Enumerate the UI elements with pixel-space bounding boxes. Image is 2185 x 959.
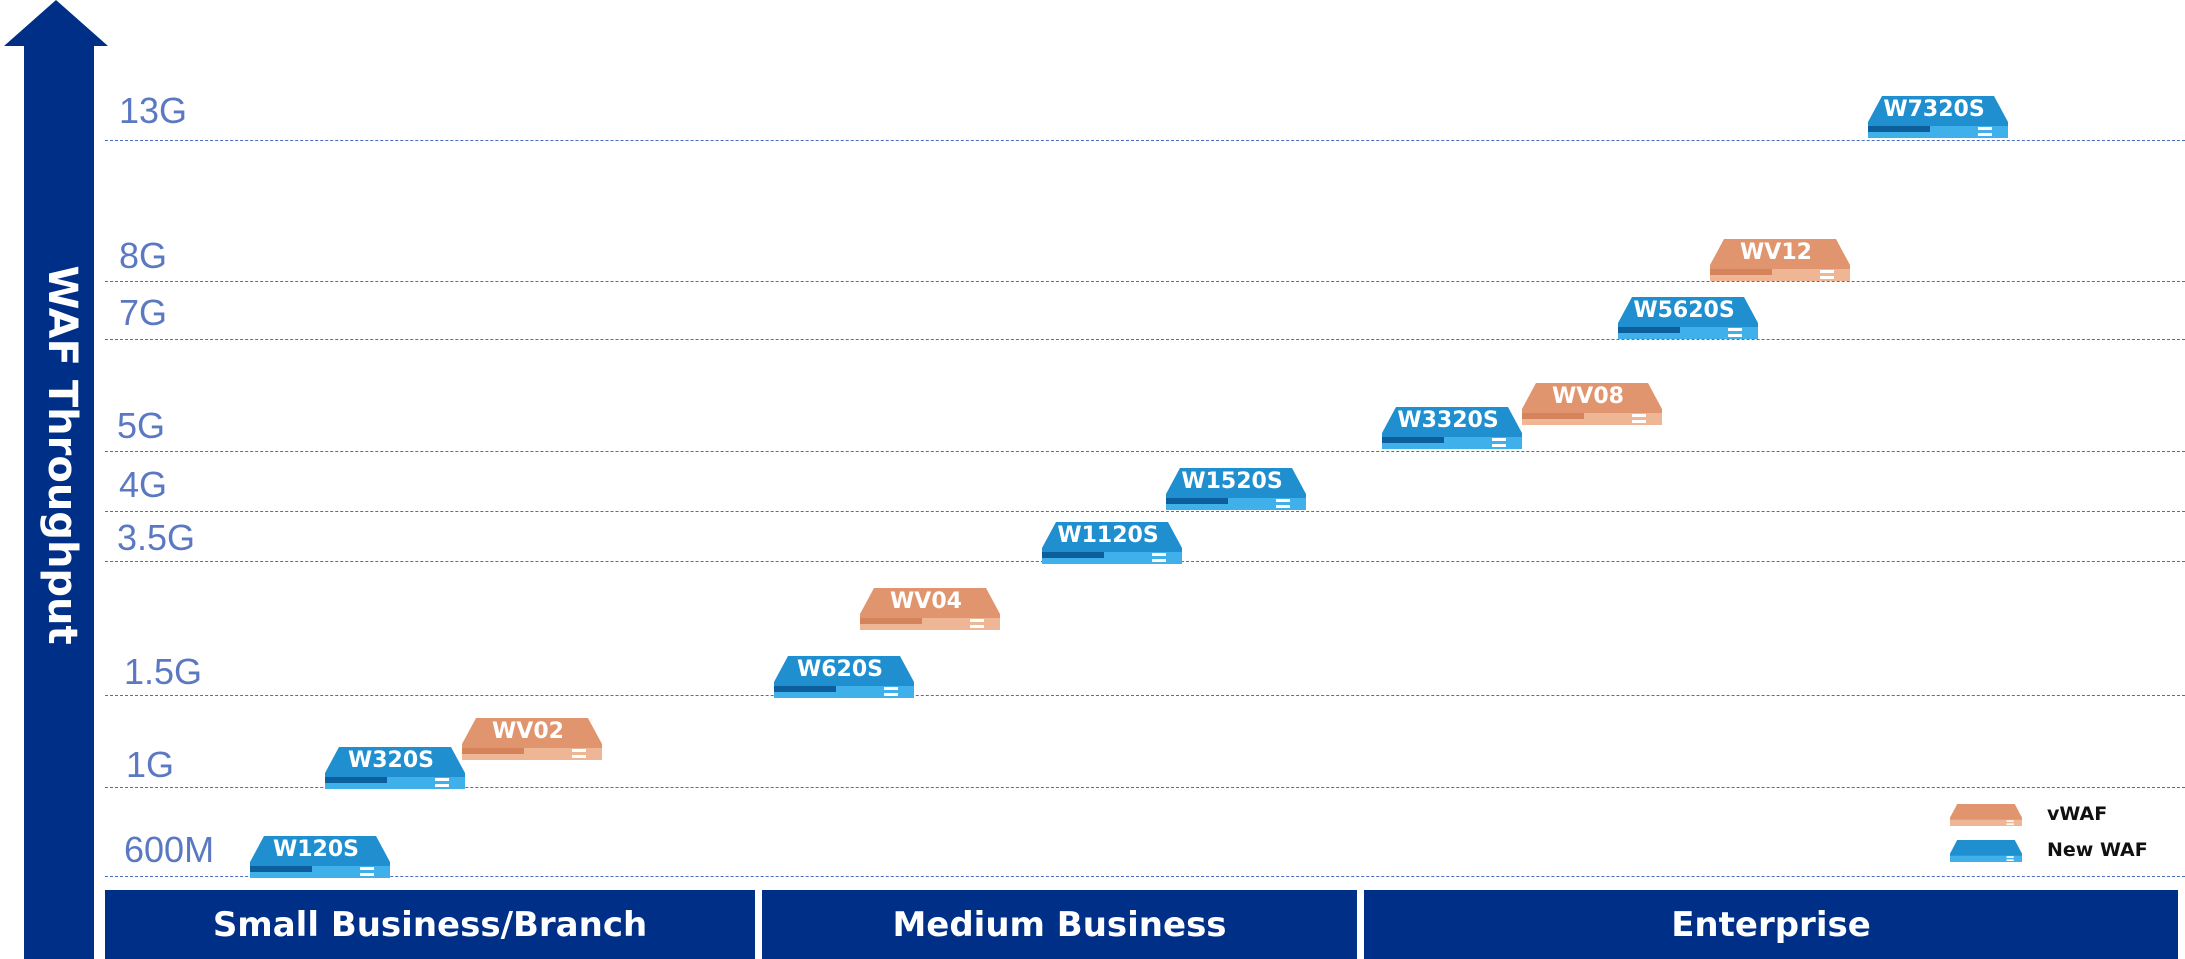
device-label: W5620S — [1633, 298, 1735, 323]
device-w5620s: W5620S — [1618, 297, 1758, 339]
device-label: WV02 — [492, 719, 564, 744]
appliance-icon — [1868, 96, 2008, 138]
appliance-icon — [1382, 407, 1522, 449]
virtual-appliance-icon — [1710, 239, 1850, 281]
segment-enterprise: Enterprise — [1364, 890, 2178, 959]
legend-vwaf-label: vWAF — [2047, 803, 2108, 825]
y-axis-label: WAF Throughput — [39, 265, 85, 645]
virtual-appliance-icon — [462, 718, 602, 760]
appliance-icon — [774, 656, 914, 698]
device-label: WV12 — [1740, 240, 1812, 265]
device-label: W7320S — [1883, 97, 1985, 122]
appliance-icon — [1166, 468, 1306, 510]
gridline-5g — [105, 451, 2185, 452]
segment-small-business: Small Business/Branch — [105, 890, 755, 959]
tick-label-5g: 5G — [117, 405, 166, 446]
device-w1120s: W1120S — [1042, 522, 1182, 564]
appliance-icon — [1042, 522, 1182, 564]
gridline-13g — [105, 140, 2185, 141]
tick-label-1g: 1G — [126, 744, 175, 785]
device-label: W3320S — [1397, 408, 1499, 433]
device-wv12: WV12 — [1710, 239, 1850, 281]
virtual-appliance-icon — [1522, 383, 1662, 425]
tick-label-600m: 600M — [124, 829, 215, 870]
gridline-4g — [105, 511, 2185, 512]
legend-new-waf-icon — [1950, 840, 2022, 862]
device-wv02: WV02 — [462, 718, 602, 760]
gridline-1-5g — [105, 695, 2185, 696]
device-wv08: WV08 — [1522, 383, 1662, 425]
gridline-1g — [105, 787, 2185, 788]
device-w120s: W120S — [250, 836, 390, 878]
device-label: W320S — [347, 748, 435, 773]
device-label: W1520S — [1181, 469, 1283, 494]
appliance-icon — [250, 836, 390, 878]
device-w3320s: W3320S — [1382, 407, 1522, 449]
device-wv04: WV04 — [860, 588, 1000, 630]
gridline-7g — [105, 339, 2185, 340]
tick-label-4g: 4G — [119, 464, 168, 505]
tick-label-8g: 8G — [119, 235, 168, 276]
virtual-appliance-icon — [860, 588, 1000, 630]
device-label: WV04 — [890, 589, 962, 614]
appliance-icon — [1618, 297, 1758, 339]
device-w1520s: W1520S — [1166, 468, 1306, 510]
device-w7320s: W7320S — [1868, 96, 2008, 138]
device-label: W620S — [796, 657, 884, 682]
tick-label-13g: 13G — [119, 90, 188, 131]
segment-medium-business: Medium Business — [762, 890, 1357, 959]
appliance-icon — [325, 747, 465, 789]
device-label: W120S — [272, 837, 360, 862]
y-axis-arrow — [4, 0, 108, 959]
gridline-600m — [105, 876, 2185, 877]
device-w320s: W320S — [325, 747, 465, 789]
device-label: W1120S — [1057, 523, 1159, 548]
tick-label-7g: 7G — [119, 292, 168, 333]
legend-new-waf-label: New WAF — [2047, 839, 2148, 861]
gridline-8g — [105, 281, 2185, 282]
legend-vwaf-icon — [1950, 804, 2022, 826]
device-w620s: W620S — [774, 656, 914, 698]
tick-label-3-5g: 3.5G — [117, 517, 196, 558]
tick-label-1-5g: 1.5G — [124, 651, 203, 692]
device-label: WV08 — [1552, 384, 1624, 409]
